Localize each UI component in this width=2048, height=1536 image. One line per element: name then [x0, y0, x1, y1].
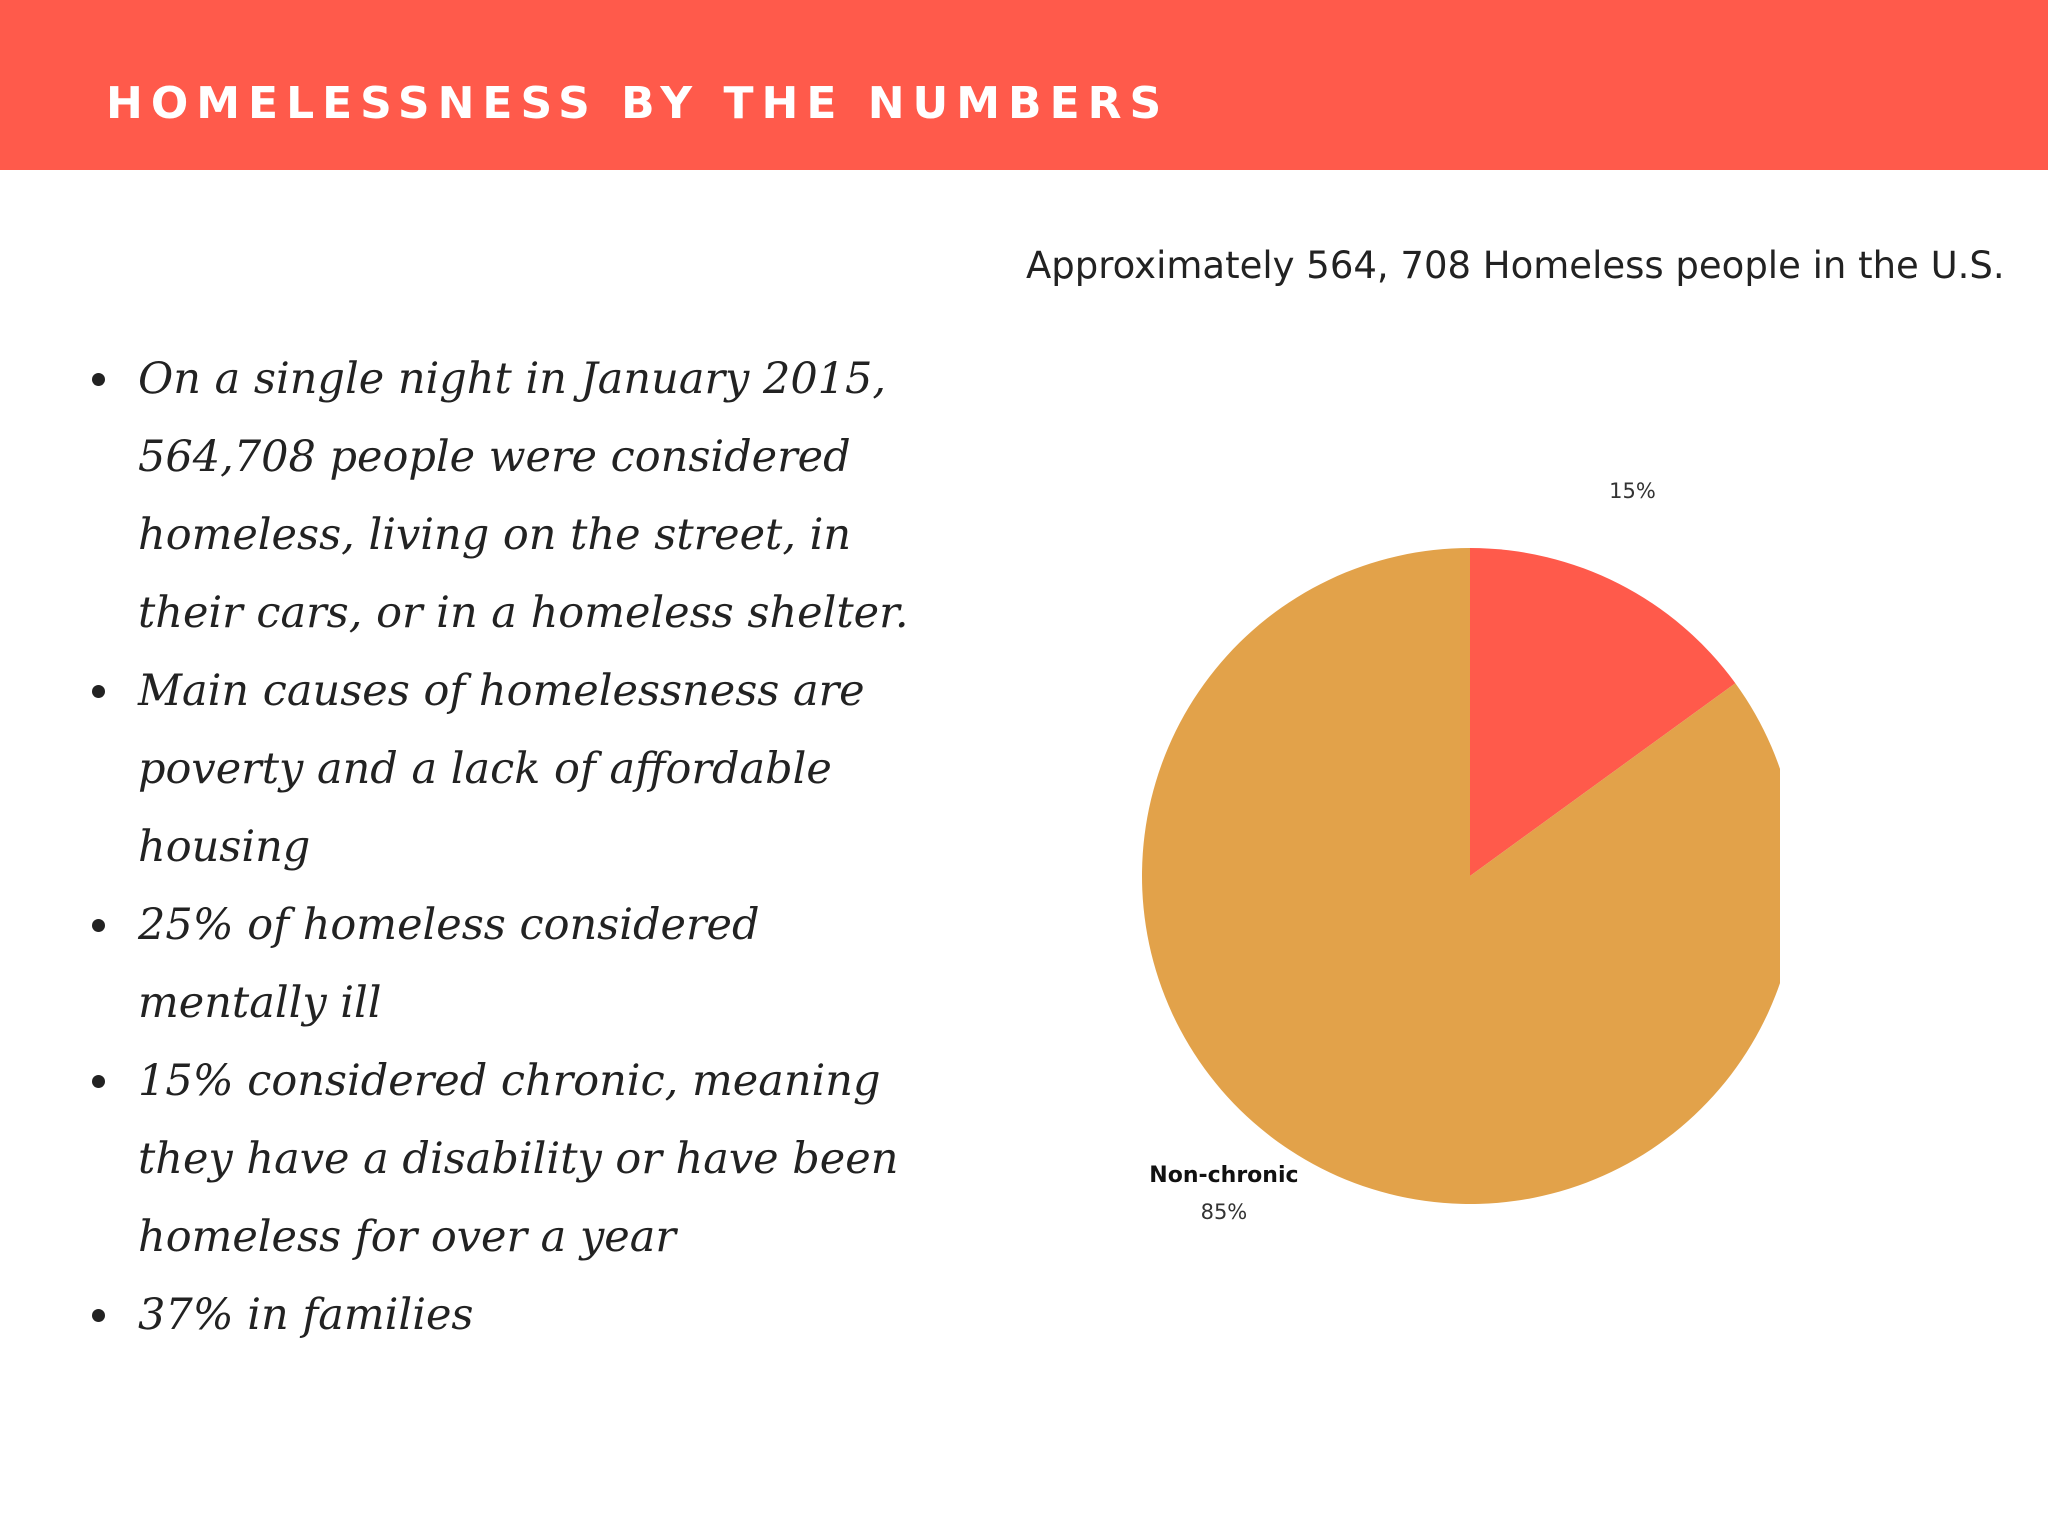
- pie-slice-non-chronic: [1142, 548, 1780, 1204]
- bullet-dot-icon: [92, 1075, 105, 1088]
- page-title: HOMELESSNESS BY THE NUMBERS: [106, 78, 1170, 129]
- bullet-dot-icon: [92, 1309, 105, 1322]
- slice-value-chronic: 15%: [1609, 480, 1656, 503]
- bullet-item: 25% of homeless considered mentally ill: [90, 886, 838, 1042]
- bullet-item: On a single night in January 2015, 564,7…: [90, 340, 958, 652]
- bullet-dot-icon: [92, 685, 105, 698]
- pie-slice-chronic: [1470, 548, 1736, 876]
- header-bar: HOMELESSNESS BY THE NUMBERS: [0, 0, 2048, 170]
- chart-title: Approximately 564, 708 Homeless people i…: [1026, 244, 2005, 287]
- bullet-dot-icon: [92, 919, 105, 932]
- bullet-text: On a single night in January 2015, 564,7…: [138, 354, 909, 638]
- slice-value-non-chronic: 85%: [1201, 1200, 1248, 1224]
- bullet-text: 25% of homeless considered mentally ill: [138, 900, 760, 1028]
- bullet-item: 37% in families: [90, 1276, 958, 1354]
- bullet-list: On a single night in January 2015, 564,7…: [90, 340, 970, 1354]
- bullet-text: 15% considered chronic, meaning they hav…: [138, 1056, 899, 1262]
- bullet-text: 37% in families: [138, 1290, 474, 1340]
- bullet-text: Main causes of homelessness are poverty …: [138, 666, 865, 872]
- slice-label-non-chronic: Non-chronic: [1149, 1163, 1298, 1188]
- bullet-item: Main causes of homelessness are poverty …: [90, 652, 918, 886]
- bullet-dot-icon: [92, 373, 105, 386]
- bullet-item: 15% considered chronic, meaning they hav…: [90, 1042, 968, 1276]
